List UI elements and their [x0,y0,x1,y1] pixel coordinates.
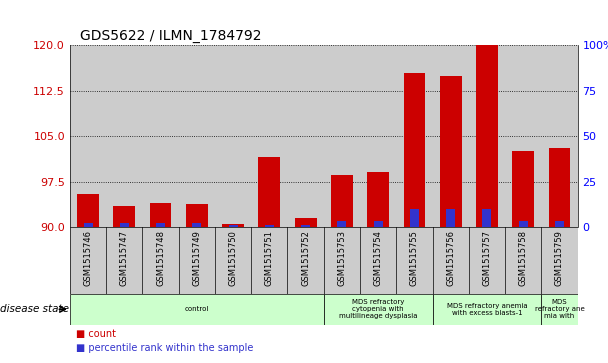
Bar [446,209,455,227]
Bar [505,227,541,294]
Bar [251,45,288,227]
Bar [265,225,274,227]
Text: GSM1515759: GSM1515759 [555,230,564,286]
Bar [70,227,106,294]
Bar [404,73,425,227]
Bar [469,227,505,294]
Bar [469,45,505,227]
Bar [360,227,396,294]
Bar [288,227,323,294]
FancyBboxPatch shape [70,294,323,325]
Text: control: control [185,306,209,313]
Text: MDS refractory anemia
with excess blasts-1: MDS refractory anemia with excess blasts… [447,303,527,316]
Bar [555,221,564,227]
Bar [396,45,432,227]
FancyBboxPatch shape [323,294,432,325]
Bar [258,157,280,227]
Text: MDS refractory
cytopenia with
multilineage dysplasia: MDS refractory cytopenia with multilinea… [339,299,418,319]
Bar [215,227,251,294]
Bar [179,227,215,294]
Text: disease state: disease state [0,304,69,314]
Bar [179,45,215,227]
Bar [251,227,288,294]
Text: GSM1515747: GSM1515747 [120,230,129,286]
Bar [156,223,165,227]
Bar [482,209,491,227]
Text: GSM1515749: GSM1515749 [192,230,201,286]
Bar [192,223,201,227]
Bar [150,203,171,227]
Bar [186,204,208,227]
Bar [142,45,179,227]
Bar [513,151,534,227]
Text: GSM1515754: GSM1515754 [374,230,382,286]
Bar [295,218,317,227]
Bar [229,225,238,227]
Bar [541,45,578,227]
Bar [288,45,323,227]
Text: GSM1515750: GSM1515750 [229,230,238,286]
Bar [114,206,135,227]
Text: GDS5622 / ILMN_1784792: GDS5622 / ILMN_1784792 [80,29,261,43]
Bar [396,227,432,294]
Bar [301,225,310,227]
Bar [106,45,142,227]
Text: GSM1515753: GSM1515753 [337,230,347,286]
Bar [120,223,129,227]
Bar [215,45,251,227]
Bar [83,223,92,227]
Bar [476,42,498,227]
Text: GSM1515758: GSM1515758 [519,230,528,286]
Text: ■ count: ■ count [76,329,116,339]
Bar [323,45,360,227]
Bar [142,227,179,294]
Bar [440,76,461,227]
Bar [77,193,99,227]
Bar [432,45,469,227]
Bar [222,224,244,227]
Text: MDS
refractory ane
mia with: MDS refractory ane mia with [534,299,584,319]
Text: ■ percentile rank within the sample: ■ percentile rank within the sample [76,343,254,354]
Text: GSM1515755: GSM1515755 [410,230,419,286]
FancyBboxPatch shape [432,294,541,325]
Text: GSM1515756: GSM1515756 [446,230,455,286]
Bar [70,45,106,227]
Text: GSM1515752: GSM1515752 [301,230,310,286]
Bar [323,227,360,294]
Bar [541,227,578,294]
Text: GSM1515746: GSM1515746 [83,230,92,286]
Bar [360,45,396,227]
Bar [367,172,389,227]
Text: GSM1515751: GSM1515751 [265,230,274,286]
Bar [519,221,528,227]
Text: GSM1515748: GSM1515748 [156,230,165,286]
Bar [331,175,353,227]
Bar [337,221,347,227]
Bar [432,227,469,294]
Bar [505,45,541,227]
Bar [374,221,382,227]
Bar [548,148,570,227]
Text: GSM1515757: GSM1515757 [482,230,491,286]
FancyBboxPatch shape [541,294,578,325]
Bar [106,227,142,294]
Bar [410,209,419,227]
